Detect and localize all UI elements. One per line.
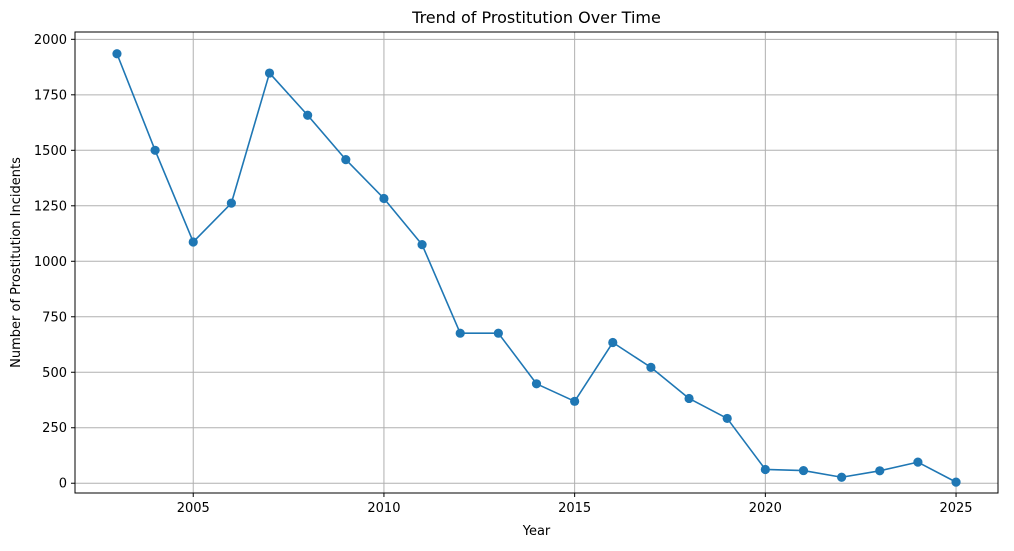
data-point (722, 413, 732, 424)
data-point (951, 477, 961, 487)
y-tick-label: 1250 (34, 199, 67, 214)
data-point (150, 145, 160, 155)
series-line (116, 53, 957, 483)
data-series (112, 49, 961, 487)
data-point (913, 457, 923, 467)
chart-title: Trend of Prostitution Over Time (411, 8, 661, 27)
data-point (112, 49, 122, 59)
data-point (264, 68, 275, 78)
y-tick-label: 1750 (34, 88, 67, 103)
data-point (341, 155, 351, 165)
data-point (379, 193, 389, 204)
y-tick-label: 750 (42, 310, 67, 325)
plot-area-frame (74, 31, 999, 494)
data-point (684, 393, 694, 404)
y-tick-label: 1000 (34, 255, 67, 270)
data-point (531, 379, 542, 389)
x-tick-label: 2005 (177, 501, 210, 516)
y-tick-label: 0 (59, 477, 67, 492)
y-tick-label: 500 (42, 366, 67, 381)
data-point (493, 328, 503, 338)
x-tick-label: 2015 (558, 501, 591, 516)
x-tick-label: 2020 (749, 501, 782, 516)
data-point (760, 464, 770, 475)
data-point (417, 240, 427, 250)
data-point (303, 110, 313, 120)
y-tick-label: 2000 (34, 33, 67, 48)
data-point (570, 396, 580, 406)
axis-ticks: 2005 2010 2015 2020 2025 0 250 500 750 1000 1250 15… (34, 33, 973, 516)
x-tick-label: 2025 (939, 501, 972, 516)
data-point (798, 465, 809, 476)
data-point (837, 472, 847, 482)
data-point (226, 198, 236, 208)
grid-lines (75, 32, 998, 493)
data-point (608, 337, 618, 348)
x-tick-label: 2010 (367, 501, 400, 516)
x-axis-label: Year (522, 524, 551, 539)
data-point (875, 466, 885, 476)
data-point (188, 237, 198, 247)
y-axis-label: Number of Prostitution Incidents (9, 157, 24, 368)
data-point (646, 362, 656, 372)
y-tick-label: 250 (42, 421, 67, 436)
data-point (455, 328, 465, 338)
y-tick-label: 1500 (34, 144, 67, 159)
